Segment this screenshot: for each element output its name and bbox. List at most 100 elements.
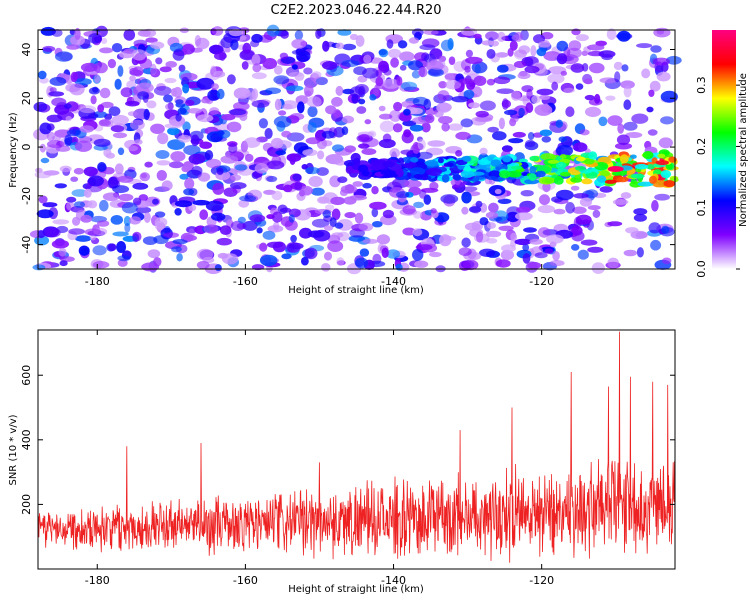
heatmap-blob [388, 48, 402, 59]
heatmap-blob [660, 116, 674, 125]
heatmap-blob [498, 117, 505, 130]
heatmap-blob [102, 192, 120, 201]
heatmap-blob [294, 181, 303, 191]
heatmap-blob [321, 140, 333, 147]
heatmap-blob [165, 61, 177, 68]
heatmap-blob [335, 85, 344, 96]
heatmap-blob [65, 115, 72, 122]
heatmap-blob [40, 157, 50, 164]
heatmap-signal-blob [425, 159, 439, 167]
heatmap-blob [163, 232, 180, 238]
heatmap-blob [48, 91, 65, 97]
heatmap-blob [334, 222, 344, 229]
y-tick-label: -40 [20, 236, 33, 254]
heatmap-blob [252, 63, 262, 73]
heatmap-blob [291, 64, 298, 70]
heatmap-blob [290, 234, 297, 243]
heatmap-blob [183, 235, 197, 241]
heatmap-blob [273, 116, 292, 128]
heatmap-blob [666, 55, 682, 65]
heatmap-blob [402, 227, 416, 236]
heatmap-blob [167, 139, 186, 151]
heatmap-blob [660, 90, 678, 103]
heatmap-blob [409, 124, 424, 132]
heatmap-blob [510, 232, 517, 242]
heatmap-blob [131, 49, 147, 61]
heatmap-blob [357, 75, 368, 83]
heatmap-blob [143, 212, 151, 223]
heatmap-blob [249, 214, 266, 223]
heatmap-blob [451, 96, 469, 103]
heatmap-blob [100, 101, 114, 108]
heatmap-blob [39, 122, 52, 135]
heatmap-blob [362, 238, 379, 244]
heatmap-blob [325, 105, 337, 115]
heatmap-blob [301, 164, 308, 170]
heatmap-blob [496, 88, 515, 94]
heatmap-blob [418, 67, 428, 78]
heatmap-blob [539, 194, 550, 206]
heatmap-signal-blob [646, 164, 655, 170]
heatmap-blob [273, 65, 283, 75]
heatmap-signal-blob [660, 170, 672, 179]
heatmap-blob [497, 31, 506, 42]
heatmap-blob [402, 120, 417, 127]
heatmap-blob [544, 248, 554, 255]
heatmap-blob [650, 45, 662, 53]
heatmap-blob [190, 134, 200, 147]
heatmap-blob [372, 221, 383, 228]
heatmap-signal-blob [583, 158, 595, 165]
heatmap-blob [278, 110, 287, 116]
heatmap-blob [285, 85, 304, 92]
heatmap-blob [74, 27, 81, 40]
heatmap-blob [114, 78, 122, 90]
heatmap-blob [135, 206, 152, 214]
heatmap-blob [182, 83, 190, 94]
heatmap-blob [358, 134, 370, 142]
colorbar-tick-label: 0.0 [695, 260, 708, 278]
heatmap-blob [70, 35, 85, 46]
heatmap-blob [55, 145, 71, 152]
heatmap-blob [652, 57, 670, 66]
heatmap-blob [146, 100, 157, 109]
heatmap-blob [123, 215, 131, 227]
heatmap-blob [51, 239, 69, 249]
heatmap-blob [129, 75, 137, 82]
heatmap-blob [448, 56, 456, 65]
heatmap-blob [226, 121, 242, 133]
heatmap-blob [316, 196, 329, 204]
heatmap-blob [389, 148, 401, 158]
heatmap-blob [412, 228, 423, 237]
heatmap-signal-blob [545, 178, 553, 183]
heatmap-blob [288, 72, 303, 77]
heatmap-blob [386, 39, 394, 49]
heatmap-blob [196, 114, 214, 123]
heatmap-blob [134, 139, 143, 145]
heatmap-blob [221, 114, 236, 121]
heatmap-blob [108, 106, 121, 117]
heatmap-blob [486, 49, 496, 59]
heatmap-blob [414, 260, 429, 268]
heatmap-blob [308, 176, 323, 187]
heatmap-blob [330, 196, 346, 206]
heatmap-blob [458, 78, 475, 84]
heatmap-blob [199, 209, 209, 220]
heatmap-blob [242, 220, 258, 231]
heatmap-blob [587, 44, 605, 51]
heatmap-signal-blob [395, 168, 404, 178]
heatmap-blob [78, 245, 90, 256]
heatmap-blob [581, 50, 588, 56]
heatmap-blob [266, 24, 280, 37]
heatmap-blob [243, 137, 261, 148]
heatmap-blob [429, 181, 439, 191]
heatmap-blob [468, 102, 480, 109]
heatmap-blob [59, 165, 72, 173]
heatmap-blob [605, 95, 616, 101]
heatmap-blob [150, 63, 157, 76]
heatmap-blob [378, 60, 389, 72]
heatmap-blob [458, 247, 472, 257]
heatmap-blob [474, 64, 481, 74]
heatmap-blob [383, 69, 392, 76]
heatmap-blob [527, 132, 535, 140]
heatmap-blob [599, 186, 613, 193]
